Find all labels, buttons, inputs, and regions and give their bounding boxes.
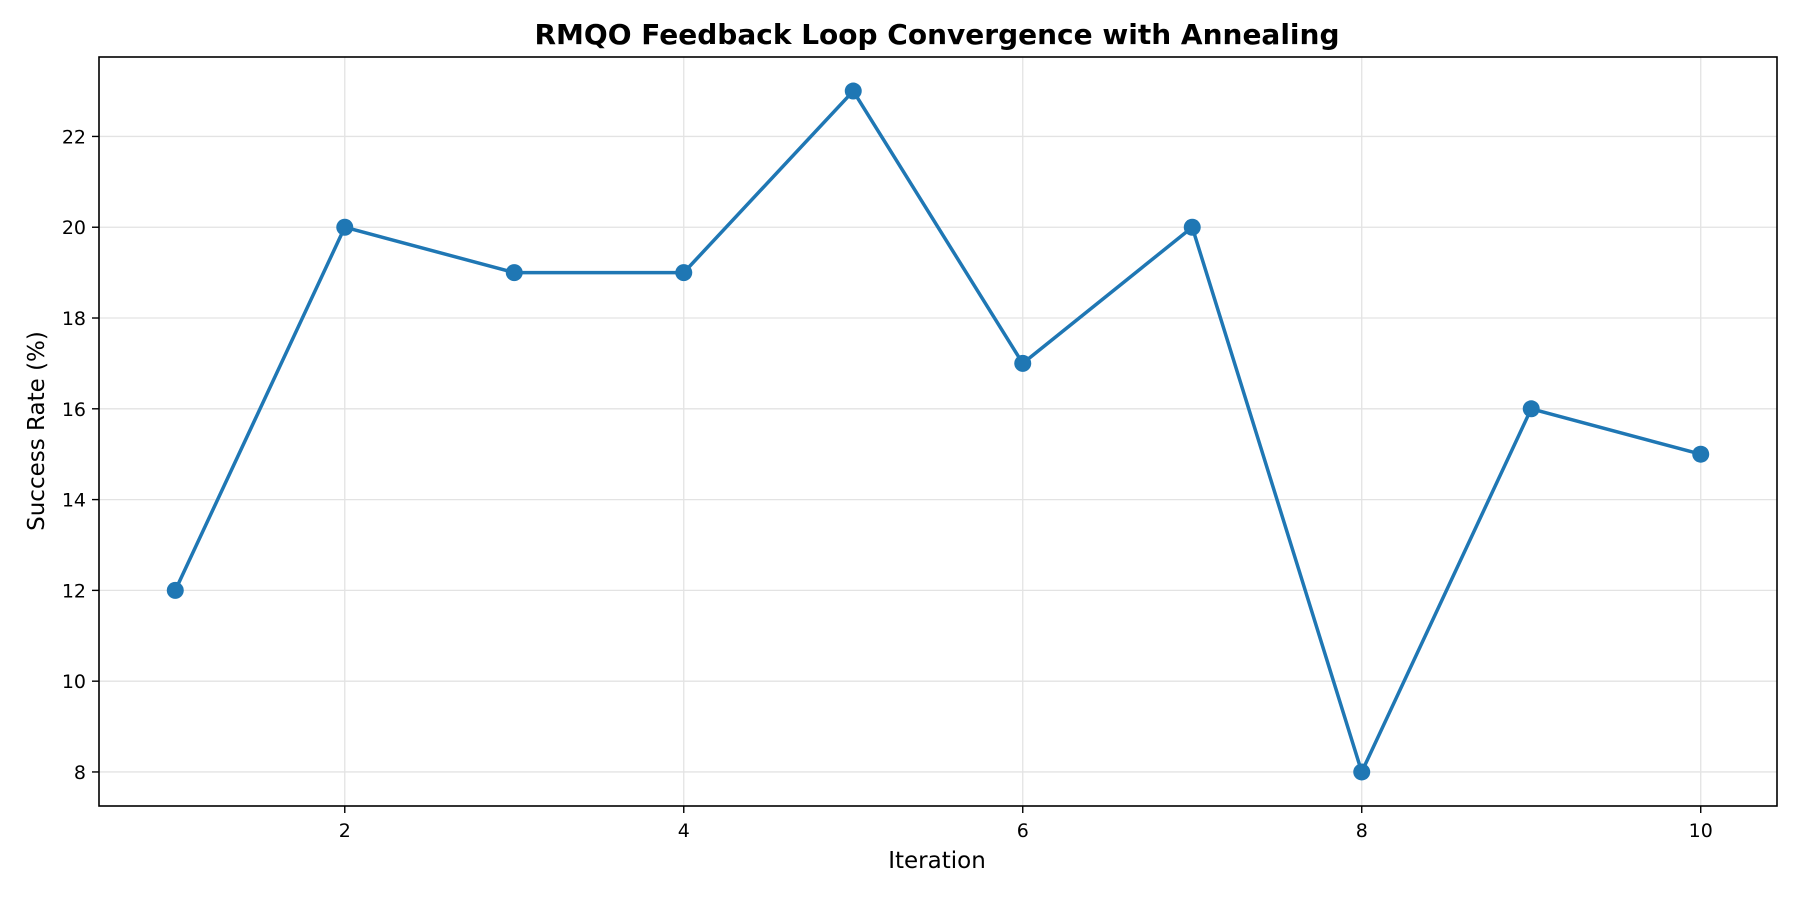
series-line [173,89,1703,774]
x-tick-label: 2 [339,820,351,842]
y-tick-label: 22 [62,126,86,148]
data-point [1014,354,1032,372]
y-tick-label: 10 [62,671,86,693]
data-point [1522,400,1540,418]
data-point [336,218,354,236]
y-tick-label: 16 [62,399,86,421]
y-tick-label: 8 [74,762,86,784]
x-axis-label: Iteration [888,848,986,874]
data-point [1183,218,1201,236]
data-series [166,82,1710,781]
data-point [844,82,862,100]
data-point [675,264,693,282]
plot-frame [98,56,1778,807]
y-tick-label: 18 [62,308,86,330]
x-tick-label: 8 [1356,820,1368,842]
y-tick-label: 12 [62,580,86,602]
data-point [1692,445,1710,463]
y-tick-label: 14 [62,490,86,512]
data-point [1353,763,1371,781]
x-tick-label: 4 [678,820,690,842]
data-point [505,264,523,282]
grid-lines [99,57,1777,806]
x-tick-label: 6 [1017,820,1029,842]
x-tick-label: 10 [1689,820,1713,842]
y-axis-label: Success Rate (%) [24,331,50,531]
y-tick-label: 20 [62,217,86,239]
data-point [166,581,184,599]
chart-title: RMQO Feedback Loop Convergence with Anne… [535,18,1340,51]
